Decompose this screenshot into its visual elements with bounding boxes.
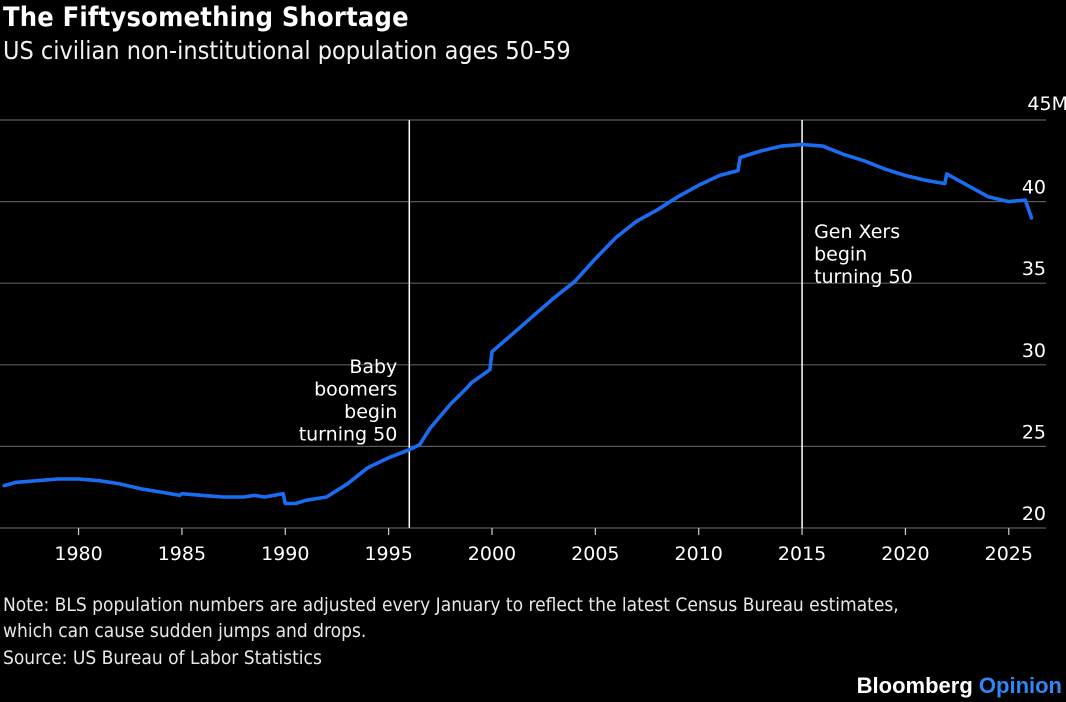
x-tick-label: 2010 bbox=[675, 543, 723, 565]
x-tick-label: 1980 bbox=[54, 543, 102, 565]
y-tick-label: 25 bbox=[1022, 421, 1046, 443]
chart-subtitle: US civilian non-institutional population… bbox=[3, 36, 571, 65]
series-line bbox=[2, 142, 1034, 506]
x-tick-label: 2020 bbox=[881, 543, 929, 565]
annotation-label: Gen Xers begin turning 50 bbox=[814, 221, 913, 288]
brand-logo: Bloomberg Opinion bbox=[857, 673, 1062, 699]
x-tick-label: 1990 bbox=[261, 543, 309, 565]
y-tick-label: 20 bbox=[1022, 503, 1046, 525]
y-tick-label: 45M bbox=[1027, 93, 1066, 115]
brand-section: Opinion bbox=[978, 673, 1062, 698]
grid-layer bbox=[0, 119, 1046, 529]
y-tick-label: 30 bbox=[1022, 340, 1046, 362]
x-tick-label: 2005 bbox=[571, 543, 619, 565]
chart-title: The Fiftysomething Shortage bbox=[3, 2, 409, 33]
x-tick-label: 1985 bbox=[158, 543, 206, 565]
x-tick-label: 2025 bbox=[985, 543, 1033, 565]
annotation-label: Baby boomers begin turning 50 bbox=[299, 356, 398, 446]
note-line-1: Note: BLS population numbers are adjuste… bbox=[3, 594, 899, 616]
y-tick-label: 40 bbox=[1022, 177, 1046, 199]
x-tick-label: 2000 bbox=[468, 543, 516, 565]
source-line: Source: US Bureau of Labor Statistics bbox=[3, 647, 322, 669]
y-tick-label: 35 bbox=[1022, 258, 1046, 280]
annotation-layer: Baby boomers begin turning 50 Gen Xers begin t… bbox=[299, 120, 913, 528]
note-line-2: which can cause sudden jumps and drops. bbox=[3, 620, 367, 642]
series-layer bbox=[2, 142, 1034, 506]
x-tick-label: 1995 bbox=[364, 543, 412, 565]
x-tick-label: 2015 bbox=[778, 543, 826, 565]
brand-name: Bloomberg bbox=[856, 673, 973, 698]
